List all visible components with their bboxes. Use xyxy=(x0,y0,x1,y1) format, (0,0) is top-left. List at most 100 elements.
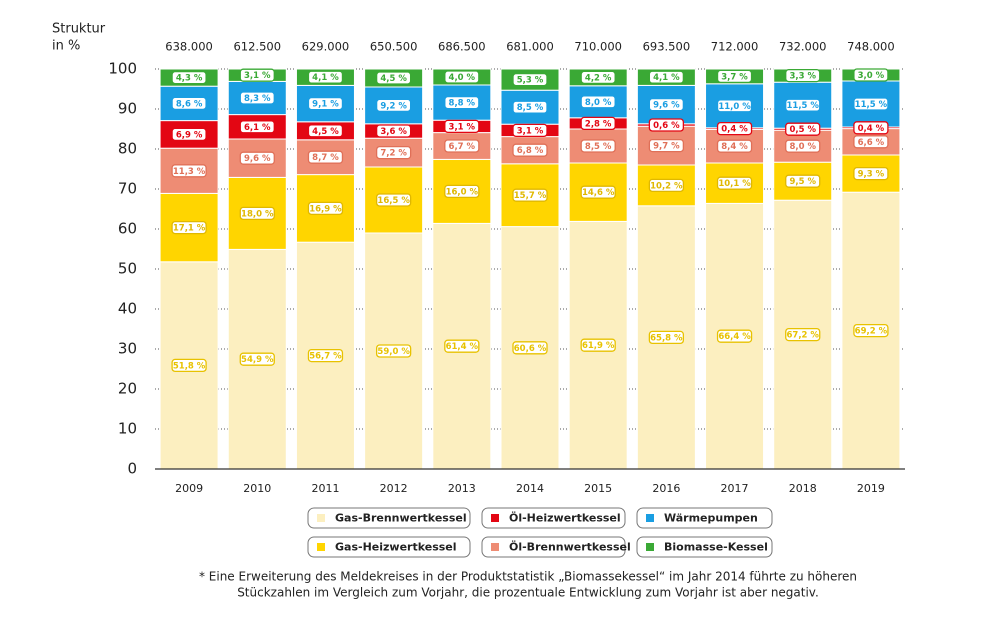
value-label-box xyxy=(580,95,616,109)
total-label: 710.000 xyxy=(574,40,622,54)
legend-swatch xyxy=(491,514,499,522)
value-label: 9,3 % xyxy=(853,166,889,181)
value-label-box xyxy=(171,96,207,111)
value-label-box xyxy=(171,127,207,142)
legend-label: Öl-Brennwertkessel xyxy=(509,540,631,554)
value-label-box xyxy=(307,124,344,138)
value-label-text: 9,5 % xyxy=(789,177,816,187)
value-label-box xyxy=(512,123,548,138)
value-label: 9,6 % xyxy=(239,151,275,165)
value-label-text: 3,1 % xyxy=(244,71,271,81)
value-label-text: 8,3 % xyxy=(244,94,271,104)
value-label-text: 4,3 % xyxy=(176,74,203,84)
value-label-text: 8,8 % xyxy=(449,99,476,109)
value-label-text: 54,9 % xyxy=(241,355,274,365)
value-label-text: 66,4 % xyxy=(718,332,751,342)
legend-swatch xyxy=(317,514,325,522)
legend-swatch xyxy=(646,514,654,522)
value-label-text: 9,3 % xyxy=(858,170,885,180)
value-label-box xyxy=(239,120,275,134)
value-label-text: 9,6 % xyxy=(653,101,680,111)
legend-box xyxy=(636,536,773,558)
value-label-text: 51,8 % xyxy=(173,361,206,371)
value-label: 4,3 % xyxy=(171,70,207,85)
value-label-text: 6,9 % xyxy=(176,130,203,140)
value-label-text: 4,1 % xyxy=(653,73,680,83)
legend-swatch xyxy=(491,543,499,551)
value-label: 4,5 % xyxy=(307,124,344,138)
value-label: 8,3 % xyxy=(239,91,275,105)
value-label-box xyxy=(785,122,821,136)
value-label: 3,0 % xyxy=(853,68,889,82)
value-label-box xyxy=(648,97,685,112)
total-label: 693.500 xyxy=(643,40,691,54)
value-label-box xyxy=(853,121,889,135)
value-label: 4,1 % xyxy=(307,70,344,84)
value-label-box xyxy=(785,68,821,83)
y-tick-label: 40 xyxy=(118,300,137,318)
value-label: 8,4 % xyxy=(716,139,753,153)
value-label-text: 8,5 % xyxy=(517,103,544,113)
legend-swatch xyxy=(317,543,325,551)
y-axis-label: Struktur xyxy=(52,22,106,37)
value-label-box xyxy=(716,329,753,343)
value-label: 2,8 % xyxy=(580,116,616,131)
value-label-box xyxy=(785,327,821,342)
value-label-text: 65,8 % xyxy=(650,333,683,343)
value-label: 16,5 % xyxy=(375,193,412,207)
value-label: 59,0 % xyxy=(375,344,412,358)
value-label: 60,6 % xyxy=(512,341,548,355)
value-label-text: 10,1 % xyxy=(718,179,751,189)
x-tick-label: 2015 xyxy=(584,482,612,495)
value-label-text: 67,2 % xyxy=(787,331,820,341)
value-label-text: 8,4 % xyxy=(721,142,748,152)
value-label: 6,7 % xyxy=(444,139,480,153)
value-label-text: 56,7 % xyxy=(309,352,342,362)
x-tick-label: 2012 xyxy=(380,482,408,495)
value-label-text: 9,2 % xyxy=(380,101,407,111)
value-label: 7,2 % xyxy=(375,145,412,160)
value-label-text: 3,7 % xyxy=(721,72,748,82)
total-label: 629.000 xyxy=(302,40,350,54)
value-label-text: 8,6 % xyxy=(176,99,203,109)
value-label: 8,0 % xyxy=(580,95,616,109)
value-label: 5,3 % xyxy=(512,72,548,87)
value-label: 10,2 % xyxy=(648,178,685,193)
value-label: 8,6 % xyxy=(171,96,207,111)
value-label-text: 8,5 % xyxy=(585,142,612,152)
value-label-box xyxy=(512,341,548,355)
value-label-text: 15,7 % xyxy=(514,191,547,201)
value-label-box xyxy=(716,69,753,84)
value-label-box xyxy=(444,70,480,84)
value-label-box xyxy=(444,95,480,110)
value-label-box xyxy=(580,185,616,199)
value-label: 3,3 % xyxy=(785,68,821,83)
value-label: 15,7 % xyxy=(512,188,548,202)
value-label: 11,0 % xyxy=(716,99,753,113)
value-label: 3,1 % xyxy=(512,123,548,138)
value-label-box xyxy=(648,138,685,153)
value-label-box xyxy=(580,139,616,153)
value-label-box xyxy=(853,166,889,181)
value-label-text: 3,6 % xyxy=(380,127,407,137)
total-label: 748.000 xyxy=(847,40,895,54)
value-label: 17,1 % xyxy=(171,220,207,235)
legend-box xyxy=(307,536,471,558)
value-label: 4,0 % xyxy=(444,70,480,84)
value-label-text: 69,2 % xyxy=(855,327,888,337)
footnote: * Eine Erweiterung des Meldekreises in d… xyxy=(199,570,857,584)
value-label: 8,5 % xyxy=(580,139,616,153)
value-label-box xyxy=(444,139,480,153)
value-label-text: 59,0 % xyxy=(377,347,410,357)
value-label-text: 7,2 % xyxy=(380,149,407,159)
value-label-box xyxy=(307,201,344,216)
total-label: 732.000 xyxy=(779,40,827,54)
value-label-box xyxy=(239,206,275,221)
value-label: 8,5 % xyxy=(512,100,548,114)
value-label-text: 4,5 % xyxy=(312,127,339,137)
x-tick-label: 2014 xyxy=(516,482,544,495)
value-label: 66,4 % xyxy=(716,329,753,343)
value-label-box xyxy=(512,188,548,202)
total-label: 712.000 xyxy=(711,40,759,54)
